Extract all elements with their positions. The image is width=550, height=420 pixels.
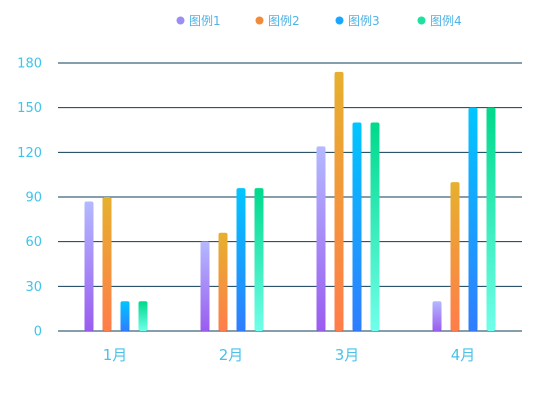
legend-item[interactable]: 图例4 [417,14,462,28]
y-tick-label: 60 [25,235,42,250]
bar[interactable] [352,122,362,331]
bar-group [84,197,148,331]
bar[interactable] [138,301,148,331]
x-tick-label: 1月 [103,346,128,364]
bar[interactable] [334,71,344,331]
bar[interactable] [102,197,112,331]
bar[interactable] [432,301,442,331]
bar[interactable] [486,107,496,332]
bar-group [432,107,496,332]
y-tick-label: 0 [34,325,42,340]
y-axis-ticks: 0 30 60 90 120 150 180 [17,57,42,340]
bar[interactable] [218,232,228,331]
y-tick-label: 120 [17,146,42,161]
bar[interactable] [84,201,94,331]
x-axis-ticks: 1月 2月 3月 4月 [103,346,476,364]
legend-label: 图例2 [268,14,300,28]
x-tick-label: 2月 [219,346,244,364]
circle-icon [255,16,264,25]
x-tick-label: 4月 [451,346,476,364]
grid-lines [58,62,522,332]
bar-group [200,188,264,331]
legend-item[interactable]: 图例2 [255,14,300,28]
legend-label: 图例1 [189,14,221,28]
y-tick-label: 150 [17,101,42,116]
bar[interactable] [468,107,478,332]
y-tick-label: 30 [25,280,42,295]
y-tick-label: 180 [17,57,42,72]
legend-item[interactable]: 图例3 [335,14,380,28]
bar[interactable] [254,188,264,331]
bar[interactable] [200,241,210,331]
bar[interactable] [316,146,326,331]
bar[interactable] [370,122,380,331]
bar[interactable] [236,188,246,331]
circle-icon [417,16,426,25]
bar[interactable] [450,182,460,331]
chart-legend: 图例1 图例2 图例3 图例4 [176,14,462,28]
y-tick-label: 90 [25,191,42,206]
bar[interactable] [120,301,130,331]
legend-item[interactable]: 图例1 [176,14,221,28]
bar-group [316,71,380,331]
x-tick-label: 3月 [335,346,360,364]
bar-groups [84,71,496,332]
legend-label: 图例4 [430,14,462,28]
legend-label: 图例3 [348,14,380,28]
circle-icon [335,16,344,25]
circle-icon [176,16,185,25]
